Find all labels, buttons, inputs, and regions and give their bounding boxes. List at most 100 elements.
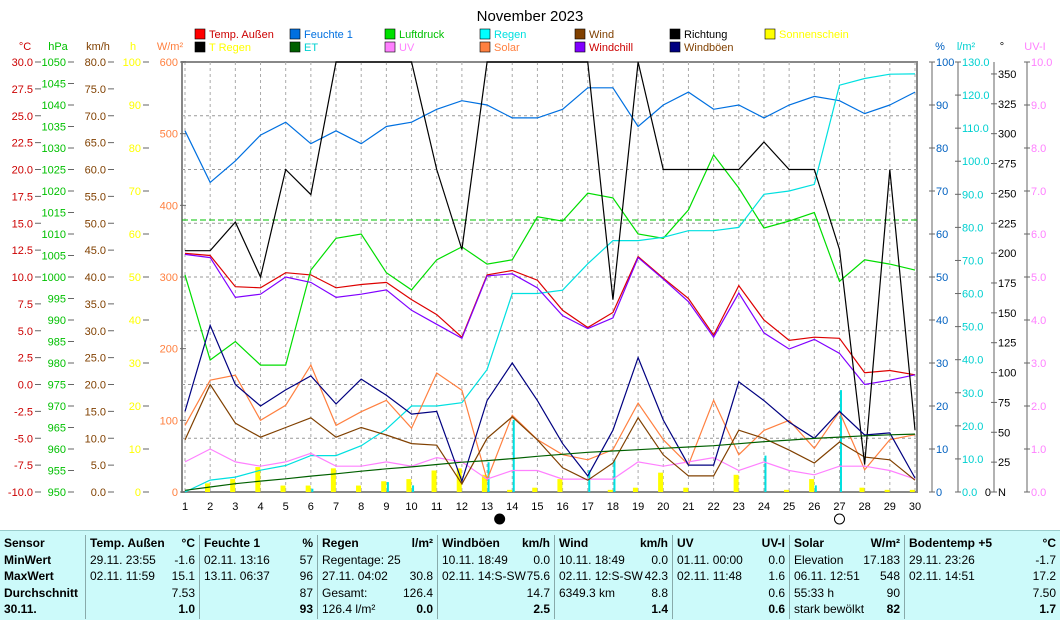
axis-tick-label: 200 [998,248,1016,260]
axis-tick-label: 10.0 [1031,57,1052,69]
stats-value: 30.8 [409,569,433,583]
legend-label: Windchill [589,42,633,54]
stats-column: Bodentemp +5 °C 29.11. 23:26 -1.7 02.11. 14:… [905,535,1060,619]
sunshine-bar [330,468,336,492]
stats-label: 30.11. [4,602,37,616]
stats-value: 0.0 [651,552,668,567]
axis-tick-label: 70.0 [85,111,106,123]
axis-tick-label: 40.0 [962,355,983,367]
axis-tick-label: 70 [129,186,141,198]
axis-tick-label: 3.0 [1031,358,1046,370]
axis-tick-label: 75 [998,397,1010,409]
axis-tick-label: -7.5 [14,460,33,472]
stats-column: UV UV-I 01.11. 00:00 0.0 02.11. 11:48 1.6 0.6 0… [673,535,790,619]
sunshine-bar [481,474,487,492]
axis-tick-label: 1045 [42,79,66,91]
stats-row: 55:33 h 90 [794,585,900,602]
axis-tick-label: 955 [48,466,66,478]
axis-tick-label: 110.0 [962,123,989,135]
stats-label: Bodentemp +5 [909,536,993,550]
legend-swatch [289,41,301,53]
rain-bar [613,460,616,492]
sunshine-bar [507,489,513,492]
x-tick-label: 25 [783,501,795,513]
axis-tick-label: 1015 [42,208,66,220]
stats-row: 27.11. 04:02 30.8 [322,568,433,585]
axis-tick-label: 25.0 [85,353,106,365]
axis-tick-label: 1.0 [1031,444,1046,456]
axis-tick-label: 27.5 [12,84,33,96]
stats-row: UV UV-I [677,535,785,552]
stats-label: Sensor [4,536,45,550]
axis-tick-label: 5.0 [1031,272,1046,284]
stats-value: 0.0 [768,552,785,567]
stats-value: 93 [299,602,313,616]
stats-row: 126.4 l/m² 0.0 [322,601,433,618]
stats-value: % [302,536,313,550]
axis-tick-label: 2.0 [1031,401,1046,413]
axis-tick-label: -5.0 [14,433,33,445]
axis-tick-label: 75.0 [85,84,106,96]
axis-tick-label: 10.0 [962,454,983,466]
x-tick-label: 21 [682,501,694,513]
stats-label: 02.11. 11:48 [677,569,742,583]
axis-tick-label: 80 [129,143,141,155]
stats-row: Temp. Außen °C [90,535,195,552]
stats-value: km/h [639,536,668,550]
x-tick-label: 18 [607,501,619,513]
axis-tick-label: 0 [936,487,942,499]
stats-value: km/h [521,536,550,550]
legend-swatch [764,28,776,40]
stats-row: 29.11. 23:26 -1.7 [909,552,1056,569]
stats-label: 29.11. 23:26 [909,552,975,567]
stats-label: Elevation [794,552,844,567]
stats-row: 7.53 [90,585,195,602]
stats-label: 10.11. 18:49 [559,552,625,567]
axis-tick-label: 20 [936,401,948,413]
axis-tick-label: 10 [936,444,948,456]
x-tick-label: 7 [333,501,339,513]
stats-value: UV-I [761,536,785,550]
stats-label: 55:33 h [794,585,835,600]
stats-row: Durchschnitt [4,585,81,602]
sunshine-bar [783,489,789,492]
axis-tick-label: 40 [936,315,948,327]
stats-row: stark bewölkt 82 [794,601,900,618]
stats-label: MaxWert [4,569,54,583]
stats-label: 6349.3 km [559,585,616,600]
x-tick-label: 13 [481,501,493,513]
series-line-et [184,433,916,491]
legend-label: ET [304,42,318,54]
rain-bar [512,419,515,492]
axis-tick-label: 65.0 [85,138,106,150]
legend-swatch [479,41,491,53]
sunshine-bar [381,481,387,492]
legend-label: Windböen [684,42,734,54]
series-line-wind [184,383,916,486]
axis-tick-label: 100.0 [962,156,990,168]
x-tick-label: 10 [405,501,417,513]
stats-row: 1.4 [559,601,668,618]
stats-value: 87 [299,585,313,600]
stats-label: Solar [794,536,825,550]
axis-unit-hum: % [935,41,945,53]
axis-tick-label: 1000 [42,272,66,284]
stats-label: Gesamt: [322,585,368,600]
axis-tick-label: 7.0 [1031,186,1046,198]
axis-tick-label: 995 [48,294,66,306]
x-tick-label: 5 [283,501,289,513]
rain-bar [764,455,767,492]
axis-tick-label: 0.0 [91,487,106,499]
stats-row: 1.0 [90,601,195,618]
axis-tick-label: 1025 [42,165,66,177]
axis-tick-label: 175 [998,278,1016,290]
axis-tick-label: 2.5 [18,353,33,365]
axis-tick-label: 1030 [42,143,66,155]
x-tick-label: 19 [632,501,644,513]
x-tick-label: 2 [207,501,213,513]
stats-label: MinWert [4,552,52,567]
axis-tick-label: 90 [129,100,141,112]
axis-tick-label: 225 [998,218,1016,230]
axis-tick-label: 60.0 [962,289,983,301]
axis-tick-label: 600 [160,57,178,69]
